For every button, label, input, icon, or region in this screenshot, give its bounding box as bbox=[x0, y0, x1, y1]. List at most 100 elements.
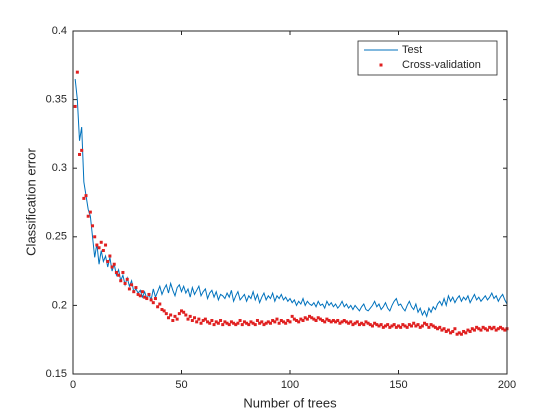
legend-label: Test bbox=[402, 44, 422, 56]
data-point bbox=[401, 323, 405, 327]
data-point bbox=[388, 325, 392, 329]
data-point bbox=[457, 331, 461, 335]
data-point bbox=[303, 316, 307, 320]
data-point bbox=[177, 312, 181, 316]
data-point bbox=[247, 323, 251, 327]
data-point bbox=[501, 327, 505, 331]
y-tick-label: 0.3 bbox=[52, 162, 67, 174]
data-point bbox=[305, 317, 309, 321]
data-point bbox=[169, 313, 173, 317]
data-point bbox=[236, 321, 240, 325]
data-point bbox=[197, 317, 201, 321]
data-point bbox=[240, 323, 244, 327]
data-point bbox=[446, 328, 450, 332]
data-point bbox=[221, 323, 225, 327]
data-point bbox=[342, 318, 346, 322]
data-point bbox=[390, 324, 394, 328]
data-point bbox=[193, 316, 197, 320]
data-point bbox=[344, 320, 348, 324]
data-point bbox=[82, 196, 86, 200]
data-point bbox=[227, 323, 231, 327]
data-point bbox=[329, 320, 333, 324]
data-point bbox=[86, 214, 90, 218]
data-point bbox=[375, 323, 379, 327]
data-point bbox=[468, 329, 472, 333]
data-point bbox=[225, 321, 229, 325]
data-point bbox=[262, 323, 266, 327]
data-point bbox=[318, 317, 322, 321]
data-point bbox=[195, 320, 199, 324]
x-tick-label: 100 bbox=[281, 379, 299, 391]
data-point bbox=[292, 317, 296, 321]
data-point bbox=[260, 320, 264, 324]
data-point bbox=[234, 323, 238, 327]
data-point bbox=[238, 318, 242, 322]
data-point bbox=[368, 323, 372, 327]
data-point bbox=[386, 323, 390, 327]
data-point bbox=[418, 325, 422, 329]
data-point bbox=[110, 265, 114, 269]
data-point bbox=[312, 317, 316, 321]
data-point bbox=[281, 320, 285, 324]
data-point bbox=[164, 312, 168, 316]
data-point bbox=[490, 327, 494, 331]
data-point bbox=[477, 327, 481, 331]
data-point bbox=[201, 318, 205, 322]
data-point bbox=[370, 324, 374, 328]
data-point bbox=[97, 246, 101, 250]
data-point bbox=[301, 318, 305, 322]
data-point bbox=[140, 290, 144, 294]
data-point bbox=[130, 283, 134, 287]
data-point bbox=[444, 329, 448, 333]
data-point bbox=[323, 320, 327, 324]
data-point bbox=[112, 262, 116, 266]
data-point bbox=[132, 290, 136, 294]
data-point bbox=[136, 292, 140, 296]
data-point bbox=[496, 327, 500, 331]
data-point bbox=[258, 321, 262, 325]
data-point bbox=[349, 320, 353, 324]
data-point bbox=[394, 325, 398, 329]
data-point bbox=[325, 317, 329, 321]
data-point bbox=[175, 317, 179, 321]
data-point bbox=[147, 292, 151, 296]
data-point bbox=[210, 318, 214, 322]
data-point bbox=[334, 320, 338, 324]
data-point bbox=[127, 287, 131, 291]
data-point bbox=[284, 321, 288, 325]
data-point bbox=[206, 320, 210, 324]
data-point bbox=[449, 331, 453, 335]
data-point bbox=[232, 321, 236, 325]
data-point bbox=[407, 323, 411, 327]
data-point bbox=[357, 323, 361, 327]
data-point bbox=[475, 325, 479, 329]
data-point bbox=[455, 332, 459, 336]
data-point bbox=[314, 318, 318, 322]
data-point bbox=[360, 321, 364, 325]
data-point bbox=[153, 297, 157, 301]
data-point bbox=[347, 321, 351, 325]
data-point bbox=[470, 327, 474, 331]
data-point bbox=[494, 328, 498, 332]
y-tick-label: 0.2 bbox=[52, 299, 67, 311]
data-point bbox=[101, 249, 105, 253]
data-point bbox=[479, 328, 483, 332]
data-point bbox=[381, 325, 385, 329]
data-point bbox=[134, 286, 138, 290]
plot-area bbox=[73, 31, 507, 374]
data-point bbox=[162, 309, 166, 313]
legend-swatch bbox=[379, 63, 383, 67]
data-point bbox=[310, 316, 314, 320]
data-point bbox=[427, 325, 431, 329]
data-point bbox=[288, 320, 292, 324]
data-point bbox=[156, 305, 160, 309]
data-point bbox=[353, 321, 357, 325]
data-point bbox=[214, 320, 218, 324]
data-point bbox=[219, 318, 223, 322]
data-point bbox=[498, 325, 502, 329]
data-point bbox=[366, 321, 370, 325]
data-point bbox=[438, 325, 442, 329]
data-point bbox=[414, 324, 418, 328]
data-point bbox=[459, 332, 463, 336]
data-point bbox=[436, 327, 440, 331]
